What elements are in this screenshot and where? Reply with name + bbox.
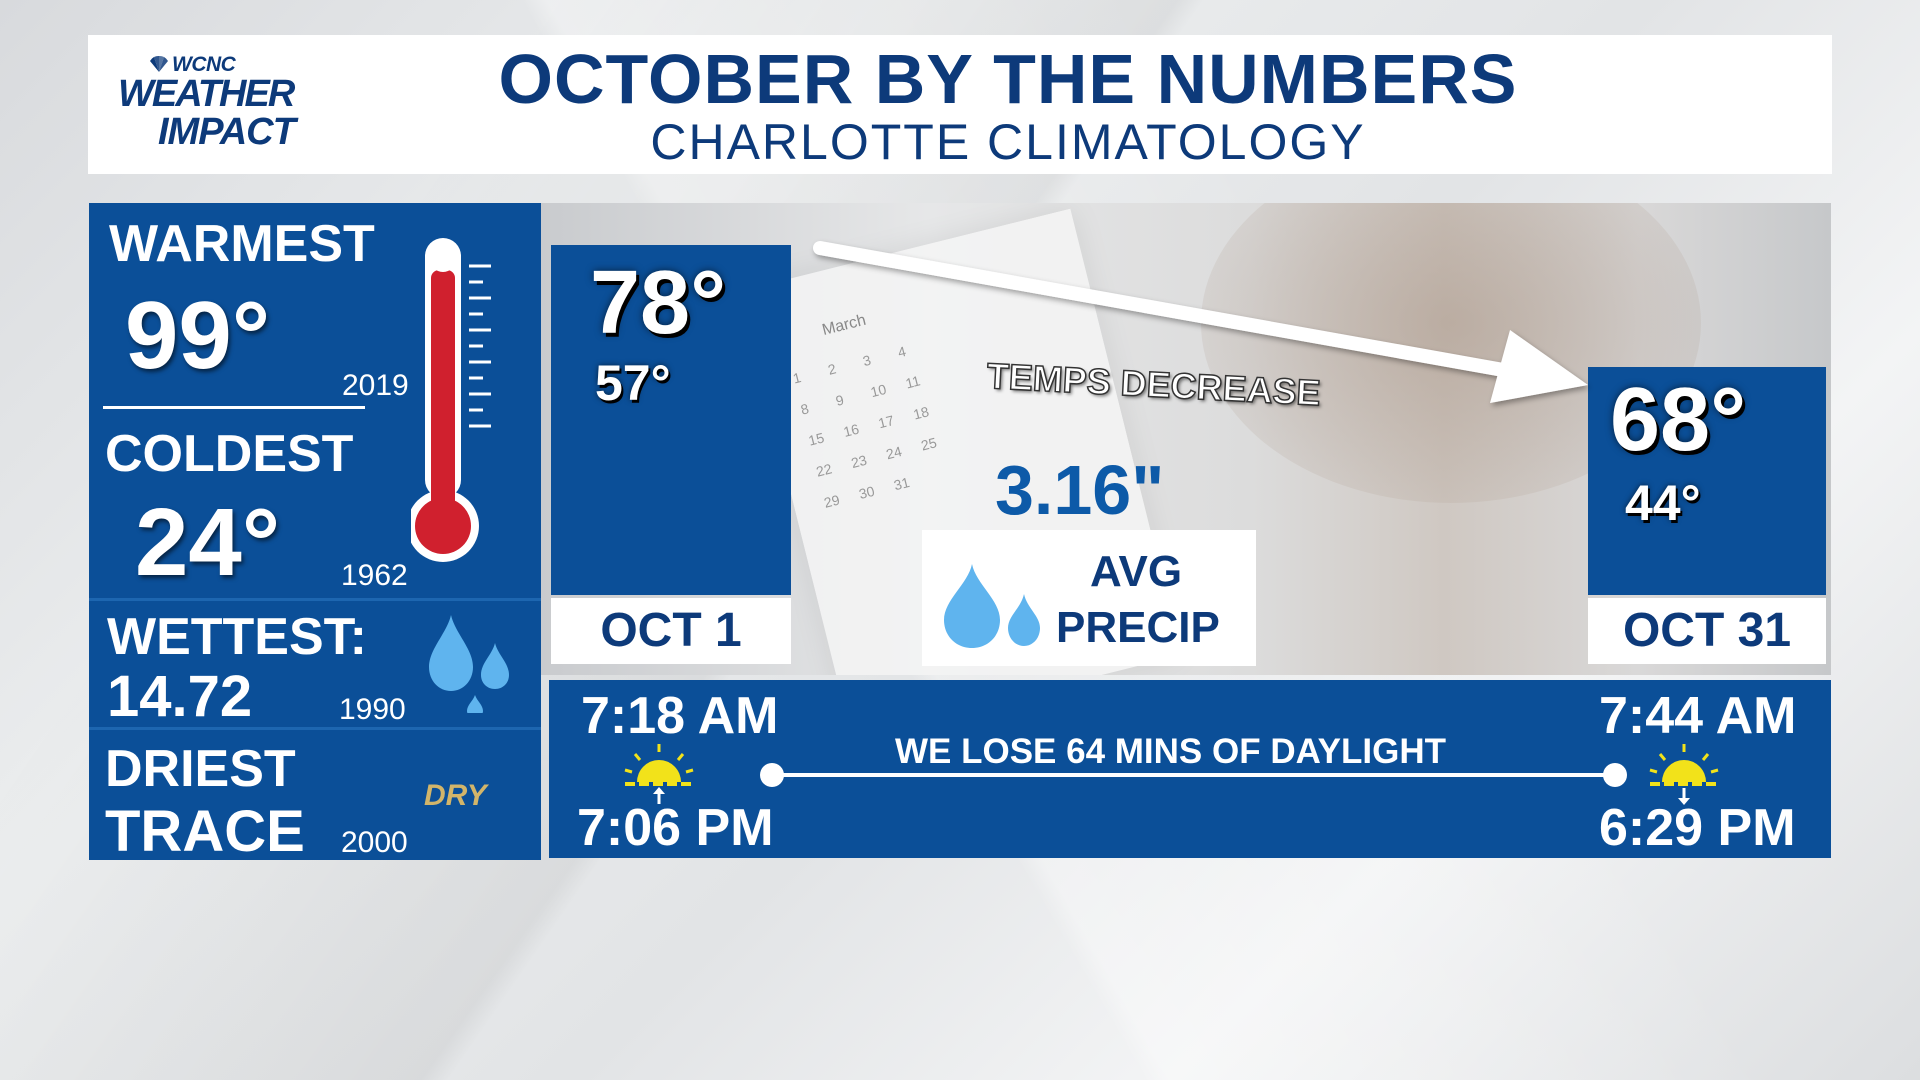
timeline-end-dot	[1603, 763, 1627, 787]
daylight-text: WE LOSE 64 MINS OF DAYLIGHT	[895, 732, 1446, 771]
start-sunset: 7:06 PM	[577, 799, 774, 857]
page-subtitle: CHARLOTTE CLIMATOLOGY	[650, 114, 1366, 170]
timeline-start-dot	[760, 763, 784, 787]
raindrops-icon	[429, 615, 509, 713]
wettest-year: 1990	[339, 693, 406, 726]
records-panel: WARMEST 99° 2019 COLDEST 24° 1962 WETTES…	[89, 203, 541, 864]
start-sunrise: 7:18 AM	[581, 687, 779, 745]
coldest-label: COLDEST	[105, 425, 354, 483]
panel-divider	[89, 727, 541, 730]
thermometer-icon	[411, 238, 491, 562]
end-date: OCT 31	[1588, 598, 1826, 664]
end-high: 68°	[1610, 370, 1747, 470]
start-high: 78°	[590, 253, 727, 353]
coldest-value: 24°	[135, 489, 281, 596]
driest-label: DRIEST	[105, 740, 296, 798]
driest-year: 2000	[341, 826, 408, 859]
precip-value: 3.16"	[995, 451, 1165, 529]
daylight-bar: 7:18 AM 7:06 PM 7:44 AM 6:29 PM WE LOSE …	[549, 680, 1831, 858]
logo-impact: IMPACT	[158, 111, 296, 153]
wettest-value: 14.72	[107, 664, 253, 729]
dry-badge: DRY	[424, 779, 487, 812]
raindrops-icon	[944, 564, 1040, 648]
warmest-label: WARMEST	[109, 215, 375, 273]
logo-station: WCNC	[172, 53, 236, 76]
sunset-icon	[1649, 744, 1719, 805]
sunrise-icon	[624, 744, 694, 804]
wettest-label: WETTEST:	[107, 608, 367, 666]
panel-divider	[89, 598, 541, 601]
record-separator	[103, 406, 365, 409]
precip-card: AVG PRECIP	[922, 530, 1256, 666]
station-logo: WCNC WEATHER IMPACT	[118, 51, 348, 163]
precip-label-line1: AVG	[1090, 547, 1183, 596]
header-banner: WCNC WEATHER IMPACT OCTOBER BY THE NUMBE…	[88, 35, 1832, 174]
start-low: 57°	[595, 355, 671, 411]
daylight-timeline	[771, 773, 1613, 777]
end-sunset: 6:29 PM	[1599, 799, 1796, 857]
end-day-box	[1588, 367, 1826, 595]
driest-value: TRACE	[105, 799, 305, 864]
end-low: 44°	[1625, 475, 1701, 531]
logo-weather: WEATHER	[118, 73, 295, 115]
end-sunrise: 7:44 AM	[1599, 687, 1797, 745]
warmest-year: 2019	[342, 369, 409, 402]
start-date: OCT 1	[551, 598, 791, 664]
coldest-year: 1962	[341, 559, 408, 592]
start-day-box	[551, 245, 791, 595]
peacock-icon	[150, 55, 168, 72]
page-title: OCTOBER BY THE NUMBERS	[498, 40, 1518, 118]
warmest-value: 99°	[125, 282, 271, 389]
precip-label-line2: PRECIP	[1056, 603, 1220, 652]
